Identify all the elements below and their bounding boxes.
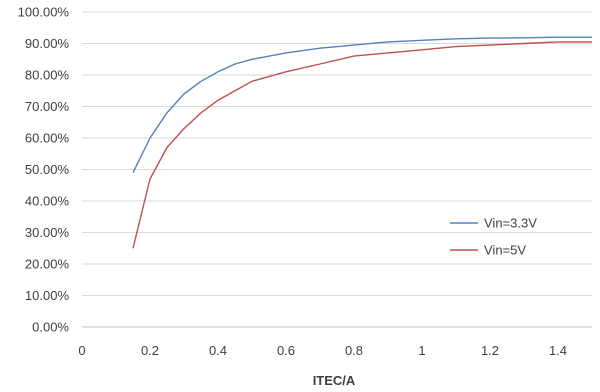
y-tick-label: 80.00% bbox=[25, 68, 70, 83]
y-tick-label: 40.00% bbox=[25, 194, 70, 209]
gridlines bbox=[82, 11, 592, 328]
y-tick-label: 10.00% bbox=[25, 288, 70, 303]
series-lines bbox=[132, 36, 592, 249]
series-line bbox=[132, 41, 592, 249]
legend-label: Vin=5V bbox=[484, 243, 526, 258]
x-tick-label: 0.8 bbox=[345, 343, 363, 358]
y-tick-label: 90.00% bbox=[25, 36, 70, 51]
y-tick-label: 60.00% bbox=[25, 131, 70, 146]
legend: Vin=3.3V Vin=5V bbox=[450, 216, 537, 258]
x-tick-label: 0.2 bbox=[141, 343, 159, 358]
x-tick-label: 0 bbox=[78, 343, 85, 358]
y-tick-label: 70.00% bbox=[25, 99, 70, 114]
y-tick-label: 0.00% bbox=[32, 320, 69, 335]
series-line bbox=[132, 36, 592, 174]
x-tick-label: 0.4 bbox=[209, 343, 227, 358]
y-tick-label: 20.00% bbox=[25, 257, 70, 272]
y-axis-ticks: 0.00% 10.00% 20.00% 30.00% 40.00% 50.00% 60.00… bbox=[18, 5, 70, 335]
x-tick-label: 1 bbox=[418, 343, 425, 358]
x-tick-label: 1.4 bbox=[549, 343, 567, 358]
x-axis-ticks: 0 0.2 0.4 0.6 0.8 1 1.2 1.4 bbox=[78, 343, 567, 358]
y-tick-label: 30.00% bbox=[25, 225, 70, 240]
x-tick-label: 0.6 bbox=[277, 343, 295, 358]
y-tick-label: 100.00% bbox=[18, 5, 70, 20]
x-axis-title: ITEC/A bbox=[313, 373, 356, 388]
legend-label: Vin=3.3V bbox=[484, 216, 537, 231]
y-tick-label: 50.00% bbox=[25, 162, 70, 177]
x-tick-label: 1.2 bbox=[481, 343, 499, 358]
